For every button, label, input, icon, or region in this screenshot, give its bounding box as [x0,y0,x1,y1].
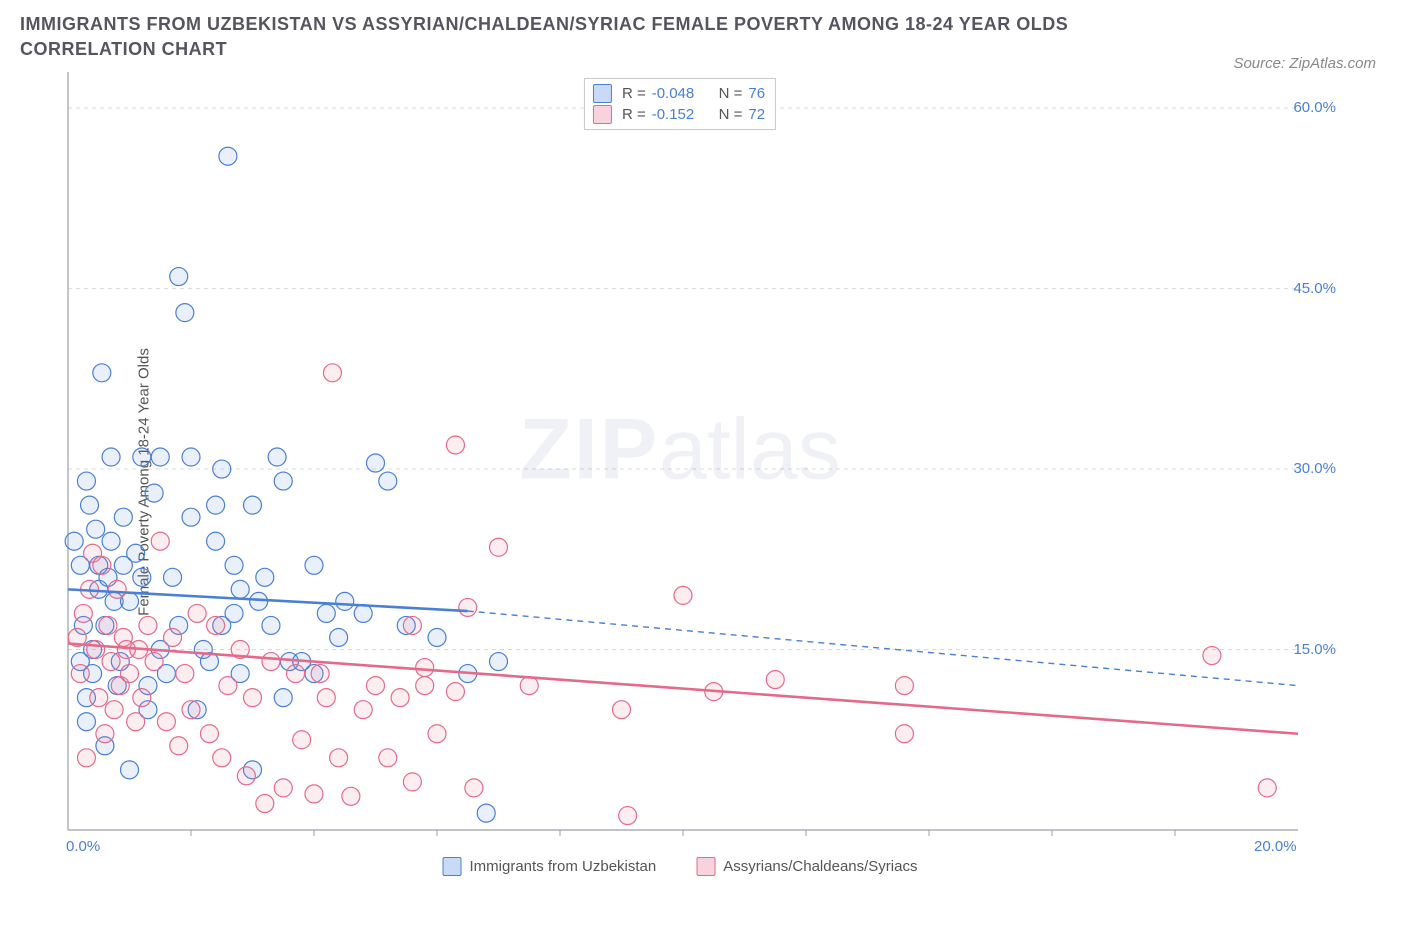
series-legend-item: Assyrians/Chaldeans/Syriacs [696,857,917,876]
y-tick-label: 60.0% [1293,99,1336,116]
legend-row: R = -0.152 N = 72 [593,104,765,125]
y-tick-label: 15.0% [1293,641,1336,658]
y-tick-label: 45.0% [1293,280,1336,297]
chart-area: Female Poverty Among 18-24 Year Olds ZIP… [20,72,1340,892]
chart-title: IMMIGRANTS FROM UZBEKISTAN VS ASSYRIAN/C… [20,12,1120,62]
series-legend-item: Immigrants from Uzbekistan [443,857,657,876]
legend-row: R = -0.048 N = 76 [593,83,765,104]
scatter-chart [20,72,1340,852]
y-tick-label: 30.0% [1293,460,1336,477]
legend-swatch [593,84,612,103]
series-legend: Immigrants from Uzbekistan Assyrians/Chal… [443,836,918,896]
x-tick-label: 0.0% [66,838,100,855]
legend-swatch [443,857,462,876]
stats-legend: R = -0.048 N = 76R = -0.152 N = 72 [584,78,776,130]
x-tick-label: 20.0% [1254,838,1297,855]
legend-swatch [696,857,715,876]
legend-swatch [593,105,612,124]
source-note: Source: ZipAtlas.com [1233,55,1376,72]
